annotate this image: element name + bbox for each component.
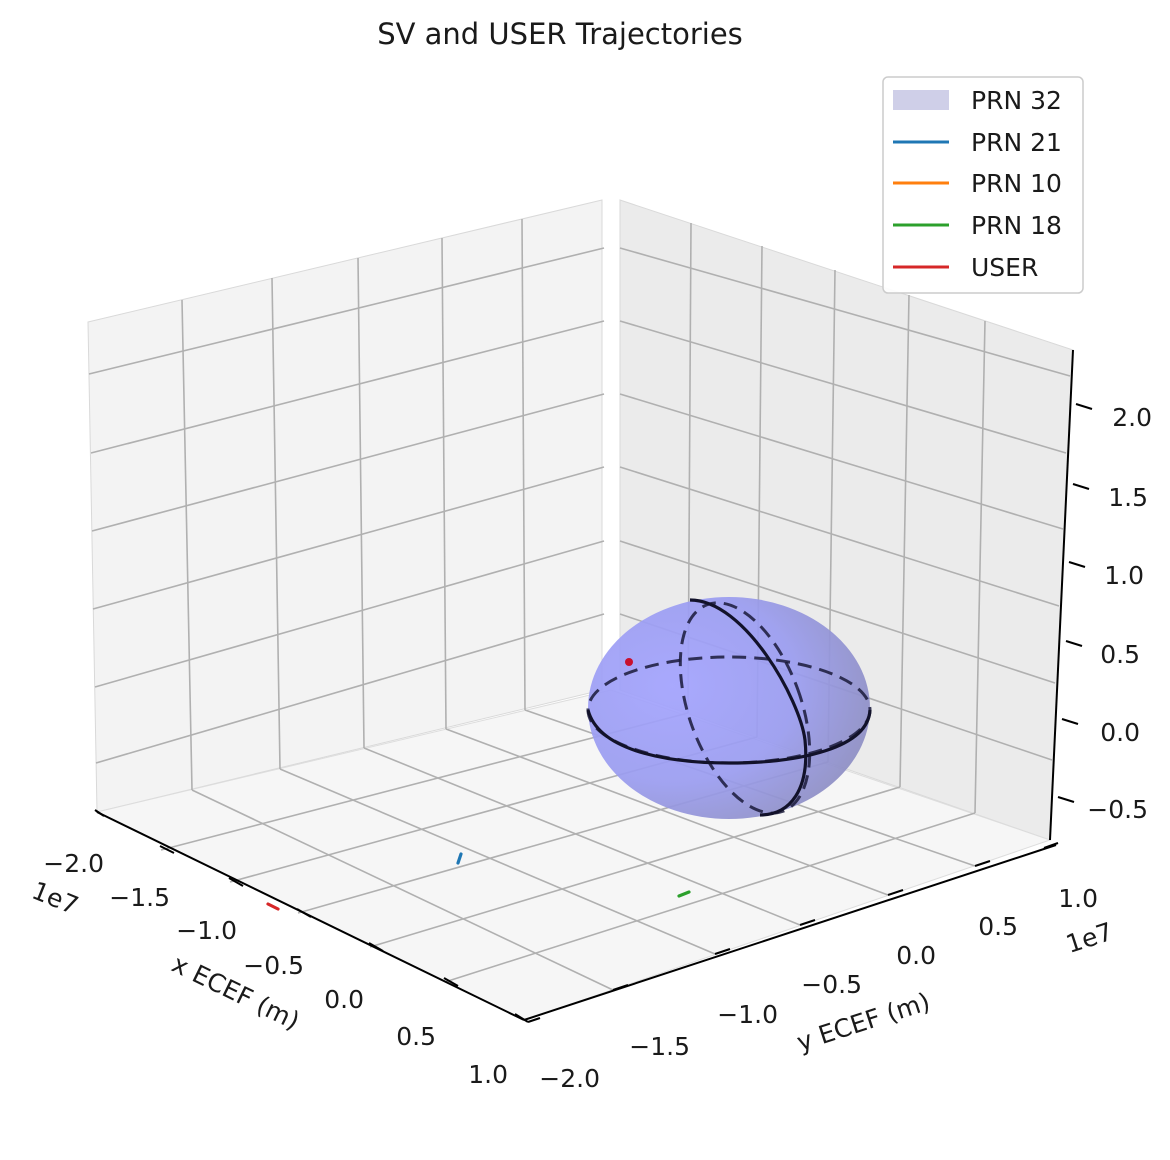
legend-label: PRN 10 [971,169,1062,198]
legend-entry: PRN 32 [893,86,1062,115]
y-tick-labels: −2.0 −1.5 −1.0 −0.5 0.0 0.5 1.0 [539,884,1098,1093]
y-tick-label: −1.5 [629,1032,690,1061]
trajectory-prn-21 [456,852,463,865]
user-position-marker [625,658,633,666]
legend-frame [882,76,1084,294]
z-axis-line [1049,349,1074,841]
x-tick-label: −1.5 [109,883,170,912]
earth-equator-front [586,709,872,765]
legend-label: PRN 21 [971,128,1062,157]
y-tick-label: −2.0 [539,1064,600,1093]
legend-entry: PRN 21 [893,128,1062,157]
y-offset-label: 1e7 [1062,917,1116,959]
x-tick-marks [94,809,529,1023]
legend-entry: PRN 18 [893,211,1062,240]
legend-label: PRN 32 [971,86,1062,115]
z-tick-labels: −0.5 0.0 0.5 1.0 1.5 2.0 [1087,403,1152,824]
x-tick-labels: −2.0 −1.5 −1.0 −0.5 0.0 0.5 1.0 [43,849,508,1089]
chart-title: SV and USER Trajectories [377,17,743,51]
x-tick-label: −2.0 [43,849,104,878]
y-tick-label: −0.5 [801,970,862,999]
legend-swatch-patch [893,90,949,110]
x-tick-label: 0.5 [396,1022,436,1051]
y-tick-label: 1.0 [1058,884,1098,913]
x-tick-label: 1.0 [468,1060,508,1089]
trajectories [266,852,691,911]
x-tick-label: −0.5 [243,951,304,980]
y-tick-label: −1.0 [717,1000,778,1029]
trajectory-prn-18 [677,890,691,898]
earth-meridian-front [689,598,808,817]
z-tick-marks [1057,403,1093,803]
x-offset-label: 1e7 [28,876,83,921]
y-tick-label: 0.5 [978,912,1018,941]
y-axis-line [523,844,1057,1021]
x-tick-label: −1.0 [176,916,237,945]
x-tick-label: 0.0 [324,985,364,1014]
earth-surface [588,597,870,819]
legend-entry: PRN 10 [893,169,1062,198]
legend: PRN 32 PRN 21 PRN 10 PRN 18 USER [882,76,1084,294]
z-tick-label: 0.0 [1100,718,1140,747]
y-tick-label: 0.0 [896,941,936,970]
z-tick-label: 1.5 [1108,483,1148,512]
z-tick-label: 2.0 [1112,403,1152,432]
z-tick-label: −0.5 [1087,795,1148,824]
z-tick-label: 1.0 [1104,561,1144,590]
trajectory-user [266,902,280,911]
legend-label: PRN 18 [971,211,1062,240]
legend-label: USER [971,253,1038,282]
z-tick-label: 0.5 [1100,640,1140,669]
y-tick-marks [527,842,1059,1023]
earth-sphere [586,597,872,819]
legend-entry: USER [893,253,1038,282]
